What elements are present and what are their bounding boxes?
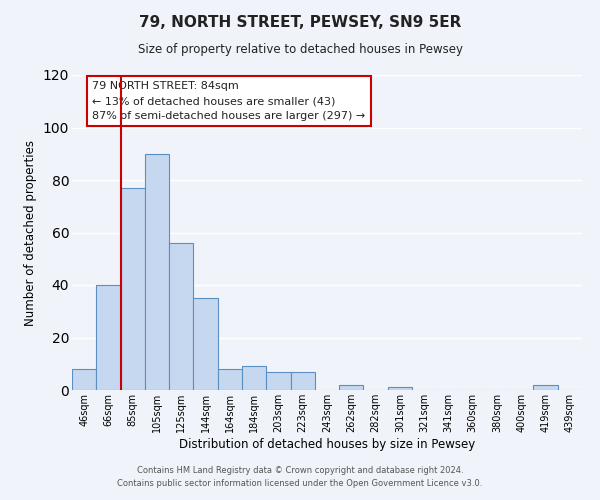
Bar [96,285,121,390]
Bar [533,385,558,390]
Bar [169,243,193,390]
Bar [72,369,96,390]
Text: 79, NORTH STREET, PEWSEY, SN9 5ER: 79, NORTH STREET, PEWSEY, SN9 5ER [139,15,461,30]
Bar [193,298,218,390]
Bar [218,369,242,390]
Bar [388,388,412,390]
Bar [339,385,364,390]
Text: Size of property relative to detached houses in Pewsey: Size of property relative to detached ho… [137,42,463,56]
Bar [145,154,169,390]
Text: Contains HM Land Registry data © Crown copyright and database right 2024.
Contai: Contains HM Land Registry data © Crown c… [118,466,482,487]
Bar [242,366,266,390]
Bar [290,372,315,390]
X-axis label: Distribution of detached houses by size in Pewsey: Distribution of detached houses by size … [179,438,475,450]
Bar [121,188,145,390]
Y-axis label: Number of detached properties: Number of detached properties [24,140,37,326]
Bar [266,372,290,390]
Text: 79 NORTH STREET: 84sqm
← 13% of detached houses are smaller (43)
87% of semi-det: 79 NORTH STREET: 84sqm ← 13% of detached… [92,82,365,121]
